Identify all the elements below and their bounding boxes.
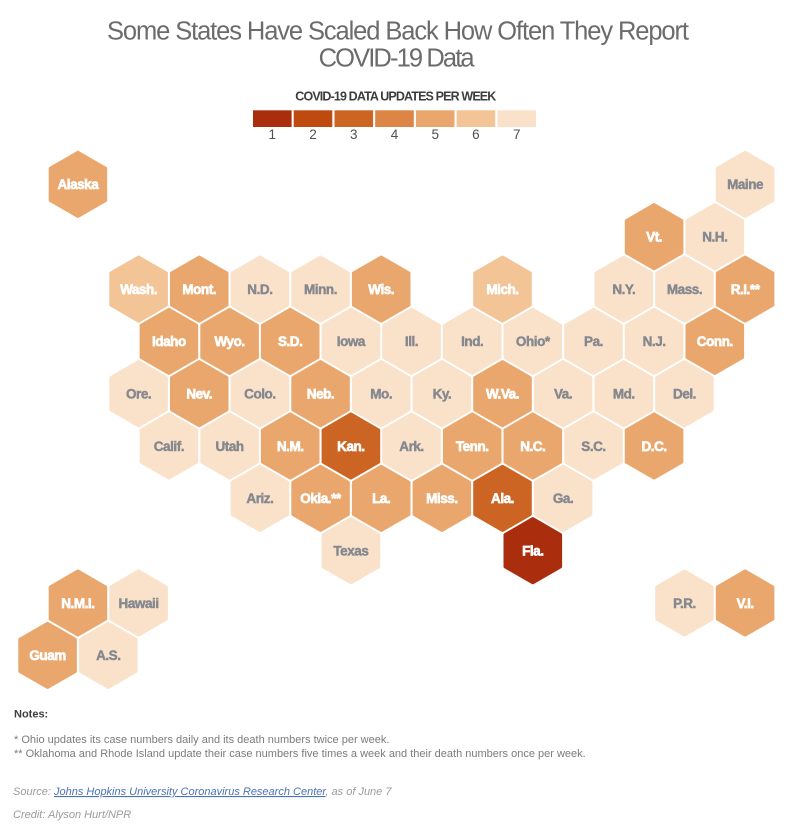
svg-text:Utah: Utah <box>215 439 243 454</box>
svg-text:Conn.: Conn. <box>697 334 733 349</box>
svg-text:Hawaii: Hawaii <box>119 596 159 611</box>
svg-text:6: 6 <box>472 127 480 142</box>
svg-text:Ark.: Ark. <box>399 439 423 454</box>
svg-text:1: 1 <box>269 127 277 142</box>
svg-text:R.I.**: R.I.** <box>731 282 761 297</box>
svg-text:Nev.: Nev. <box>186 387 212 402</box>
svg-text:W.Va.: W.Va. <box>486 387 519 402</box>
svg-text:Source: Johns Hopkins Universi: Source: Johns Hopkins University Coronav… <box>13 786 392 798</box>
svg-text:N.D.: N.D. <box>247 282 272 297</box>
svg-text:** Oklahoma and Rhode Island u: ** Oklahoma and Rhode Island update thei… <box>14 748 586 760</box>
svg-text:Iowa: Iowa <box>337 334 366 349</box>
svg-text:Texas: Texas <box>333 544 368 559</box>
svg-text:* Ohio updates its case number: * Ohio updates its case numbers daily an… <box>14 734 389 746</box>
svg-text:Ohio*: Ohio* <box>516 334 551 349</box>
svg-text:S.D.: S.D. <box>278 334 302 349</box>
svg-text:Tenn.: Tenn. <box>456 439 489 454</box>
svg-text:Maine: Maine <box>727 177 764 192</box>
svg-text:A.S.: A.S. <box>96 648 120 663</box>
svg-text:Mo.: Mo. <box>370 387 392 402</box>
svg-text:Wis.: Wis. <box>368 282 394 297</box>
svg-text:Notes:: Notes: <box>14 708 48 720</box>
svg-text:Pa.: Pa. <box>584 334 603 349</box>
svg-text:N.C.: N.C. <box>520 439 545 454</box>
svg-text:Alaska: Alaska <box>57 177 99 192</box>
svg-text:Ga.: Ga. <box>553 491 573 506</box>
svg-text:Idaho: Idaho <box>152 334 186 349</box>
svg-text:Del.: Del. <box>673 387 696 402</box>
svg-text:Wyo.: Wyo. <box>214 334 244 349</box>
svg-text:La.: La. <box>372 491 390 506</box>
svg-text:COVID-19 DATA UPDATES PER WEEK: COVID-19 DATA UPDATES PER WEEK <box>295 89 496 103</box>
svg-text:4: 4 <box>391 127 399 142</box>
svg-text:Mich.: Mich. <box>486 282 518 297</box>
svg-text:Kan.: Kan. <box>337 439 364 454</box>
svg-text:Mass.: Mass. <box>667 282 702 297</box>
svg-text:COVID-19 Data: COVID-19 Data <box>319 44 476 72</box>
svg-text:Some States Have Scaled Back H: Some States Have Scaled Back How Often T… <box>107 18 689 46</box>
svg-text:N.J.: N.J. <box>643 334 666 349</box>
svg-text:Calif.: Calif. <box>154 439 184 454</box>
svg-text:Ky.: Ky. <box>433 387 452 402</box>
svg-text:Wash.: Wash. <box>120 282 157 297</box>
svg-text:Ore.: Ore. <box>126 387 151 402</box>
svg-text:7: 7 <box>513 127 521 142</box>
svg-text:Va.: Va. <box>554 387 572 402</box>
svg-text:Minn.: Minn. <box>304 282 337 297</box>
svg-text:N.M.I.: N.M.I. <box>61 596 94 611</box>
svg-text:N.H.: N.H. <box>702 230 727 245</box>
svg-text:5: 5 <box>431 127 439 142</box>
svg-text:Colo.: Colo. <box>244 387 276 402</box>
svg-text:D.C.: D.C. <box>641 439 666 454</box>
svg-text:N.M.: N.M. <box>277 439 304 454</box>
svg-text:N.Y.: N.Y. <box>612 282 635 297</box>
svg-text:Miss.: Miss. <box>426 491 458 506</box>
svg-text:Ind.: Ind. <box>461 334 483 349</box>
svg-text:3: 3 <box>350 127 358 142</box>
svg-text:Ala.: Ala. <box>491 491 514 506</box>
svg-text:V.I.: V.I. <box>736 596 753 611</box>
svg-text:Mont.: Mont. <box>182 282 216 297</box>
svg-text:Vt.: Vt. <box>646 230 662 245</box>
svg-text:S.C.: S.C. <box>581 439 605 454</box>
svg-text:P.R.: P.R. <box>673 596 696 611</box>
svg-text:Md.: Md. <box>613 387 635 402</box>
svg-text:Okla.**: Okla.** <box>300 491 342 506</box>
svg-text:Neb.: Neb. <box>307 387 334 402</box>
svg-text:Ariz.: Ariz. <box>246 491 273 506</box>
svg-text:Guam: Guam <box>29 648 66 663</box>
svg-text:Ill.: Ill. <box>405 334 418 349</box>
svg-text:Credit: Alyson Hurt/NPR: Credit: Alyson Hurt/NPR <box>13 809 131 821</box>
svg-text:2: 2 <box>309 127 317 142</box>
svg-text:Fla.: Fla. <box>522 544 543 559</box>
